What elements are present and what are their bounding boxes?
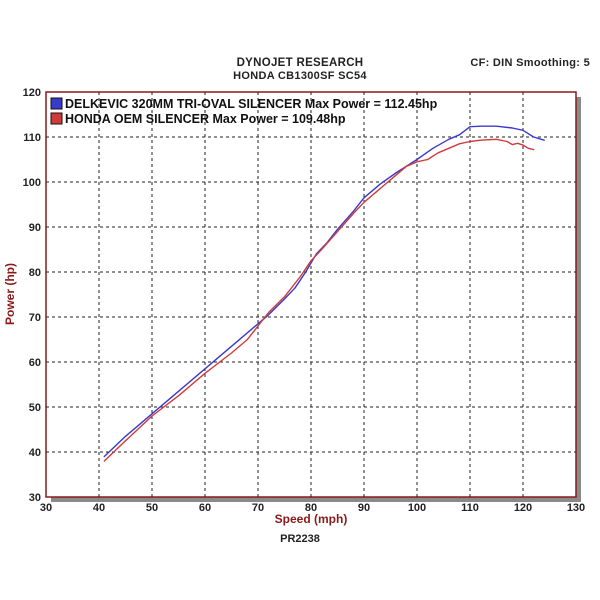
y-tick-label: 60	[29, 357, 41, 369]
legend-label-delkevic: DELKEVIC 320MM TRI-OVAL SILENCER Max Pow…	[65, 97, 438, 111]
chart-subtitle: HONDA CB1300SF SC54	[233, 70, 367, 82]
dyno-settings: CF: DIN Smoothing: 5	[470, 57, 590, 69]
x-tick-labels: 30 40 50 60 70 80 90 100 110 120 130	[40, 502, 585, 514]
y-axis-label: Power (hp)	[3, 263, 17, 325]
y-tick-labels: 30 40 50 60 70 80 90 100 110 120	[23, 87, 41, 504]
x-tick-label: 30	[40, 502, 52, 514]
y-tick-label: 50	[29, 402, 41, 414]
x-tick-label: 80	[305, 502, 317, 514]
x-tick-label: 60	[199, 502, 211, 514]
legend-label-honda-oem: HONDA OEM SILENCER Max Power = 109.48hp	[65, 112, 346, 126]
x-tick-label: 40	[93, 502, 105, 514]
y-tick-label: 30	[29, 492, 41, 504]
y-tick-label: 40	[29, 447, 41, 459]
series-lines	[103, 125, 545, 462]
x-tick-label: 120	[514, 502, 532, 514]
x-tick-label: 100	[408, 502, 426, 514]
legend: DELKEVIC 320MM TRI-OVAL SILENCER Max Pow…	[50, 97, 438, 126]
x-tick-label: 90	[358, 502, 370, 514]
chart-title: DYNOJET RESEARCH	[236, 57, 364, 69]
x-axis-label: Speed (mph)	[275, 512, 348, 526]
y-tick-label: 90	[29, 222, 41, 234]
y-tick-label: 120	[23, 87, 41, 99]
legend-swatch-blue	[50, 97, 63, 110]
x-tick-label: 130	[567, 502, 585, 514]
x-tick-label: 110	[461, 502, 479, 514]
y-tick-label: 110	[23, 132, 41, 144]
x-tick-label: 50	[146, 502, 158, 514]
series-line-delkevic	[103, 125, 545, 458]
y-tick-label: 80	[29, 267, 41, 279]
legend-swatch-red	[50, 112, 63, 125]
x-tick-label: 70	[252, 502, 264, 514]
footer-code: PR2238	[280, 533, 320, 545]
y-tick-label: 70	[29, 312, 41, 324]
series-line-honda-oem	[103, 138, 535, 462]
y-tick-label: 100	[23, 177, 41, 189]
